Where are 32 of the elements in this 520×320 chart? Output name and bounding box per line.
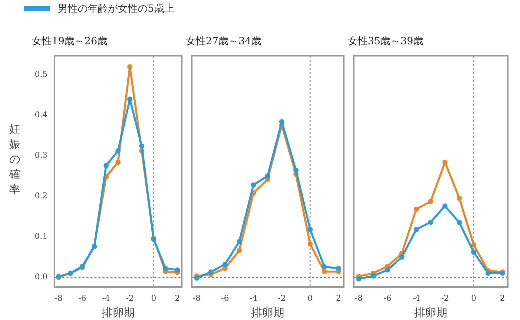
x-tick-label: 0 [308,294,313,304]
x-tick-label: -2 [278,294,286,304]
x-tick-label: 2 [336,294,342,304]
x-axis-title: 排卵期 [252,306,284,320]
legend-label: 男性の年齢が女性の5歳上 [58,2,174,16]
x-tick-label: -6 [221,294,230,304]
x-tick-label: -8 [355,294,363,304]
x-tick-label: -6 [384,294,392,304]
x-tick-label: -2 [126,294,134,304]
x-axis-title: 排卵期 [414,306,448,320]
x-tick-label: -2 [441,294,450,304]
x-tick-label: -4 [250,294,258,304]
chart-title: 女性35歳～39歳 [348,36,424,48]
x-tick-label: -8 [54,294,63,304]
x-axis-title: 排卵期 [102,306,135,320]
x-tick-label: -4 [412,294,420,304]
x-tick-label: 0 [471,294,476,304]
y-tick-label: 0.2 [34,192,48,201]
y-tick-label: 0.1 [34,232,48,242]
y-axis-title: 妊娠の確率 [8,122,22,197]
y-tick-label: 0.0 [34,272,48,282]
chart-title: 女性19歳～26歳 [32,36,108,48]
y-tick-label: 0.5 [34,70,48,80]
x-tick-label: -6 [78,294,87,304]
x-tick-label: 0 [151,294,156,304]
x-tick-label: 2 [500,294,506,304]
y-tick-label: 0.3 [34,151,48,160]
x-tick-label: -4 [102,294,110,304]
y-tick-label: 0.4 [34,110,48,120]
x-tick-label: -8 [193,294,201,304]
chart-title: 女性27歳～34歳 [186,36,262,48]
x-tick-label: 2 [175,294,180,304]
